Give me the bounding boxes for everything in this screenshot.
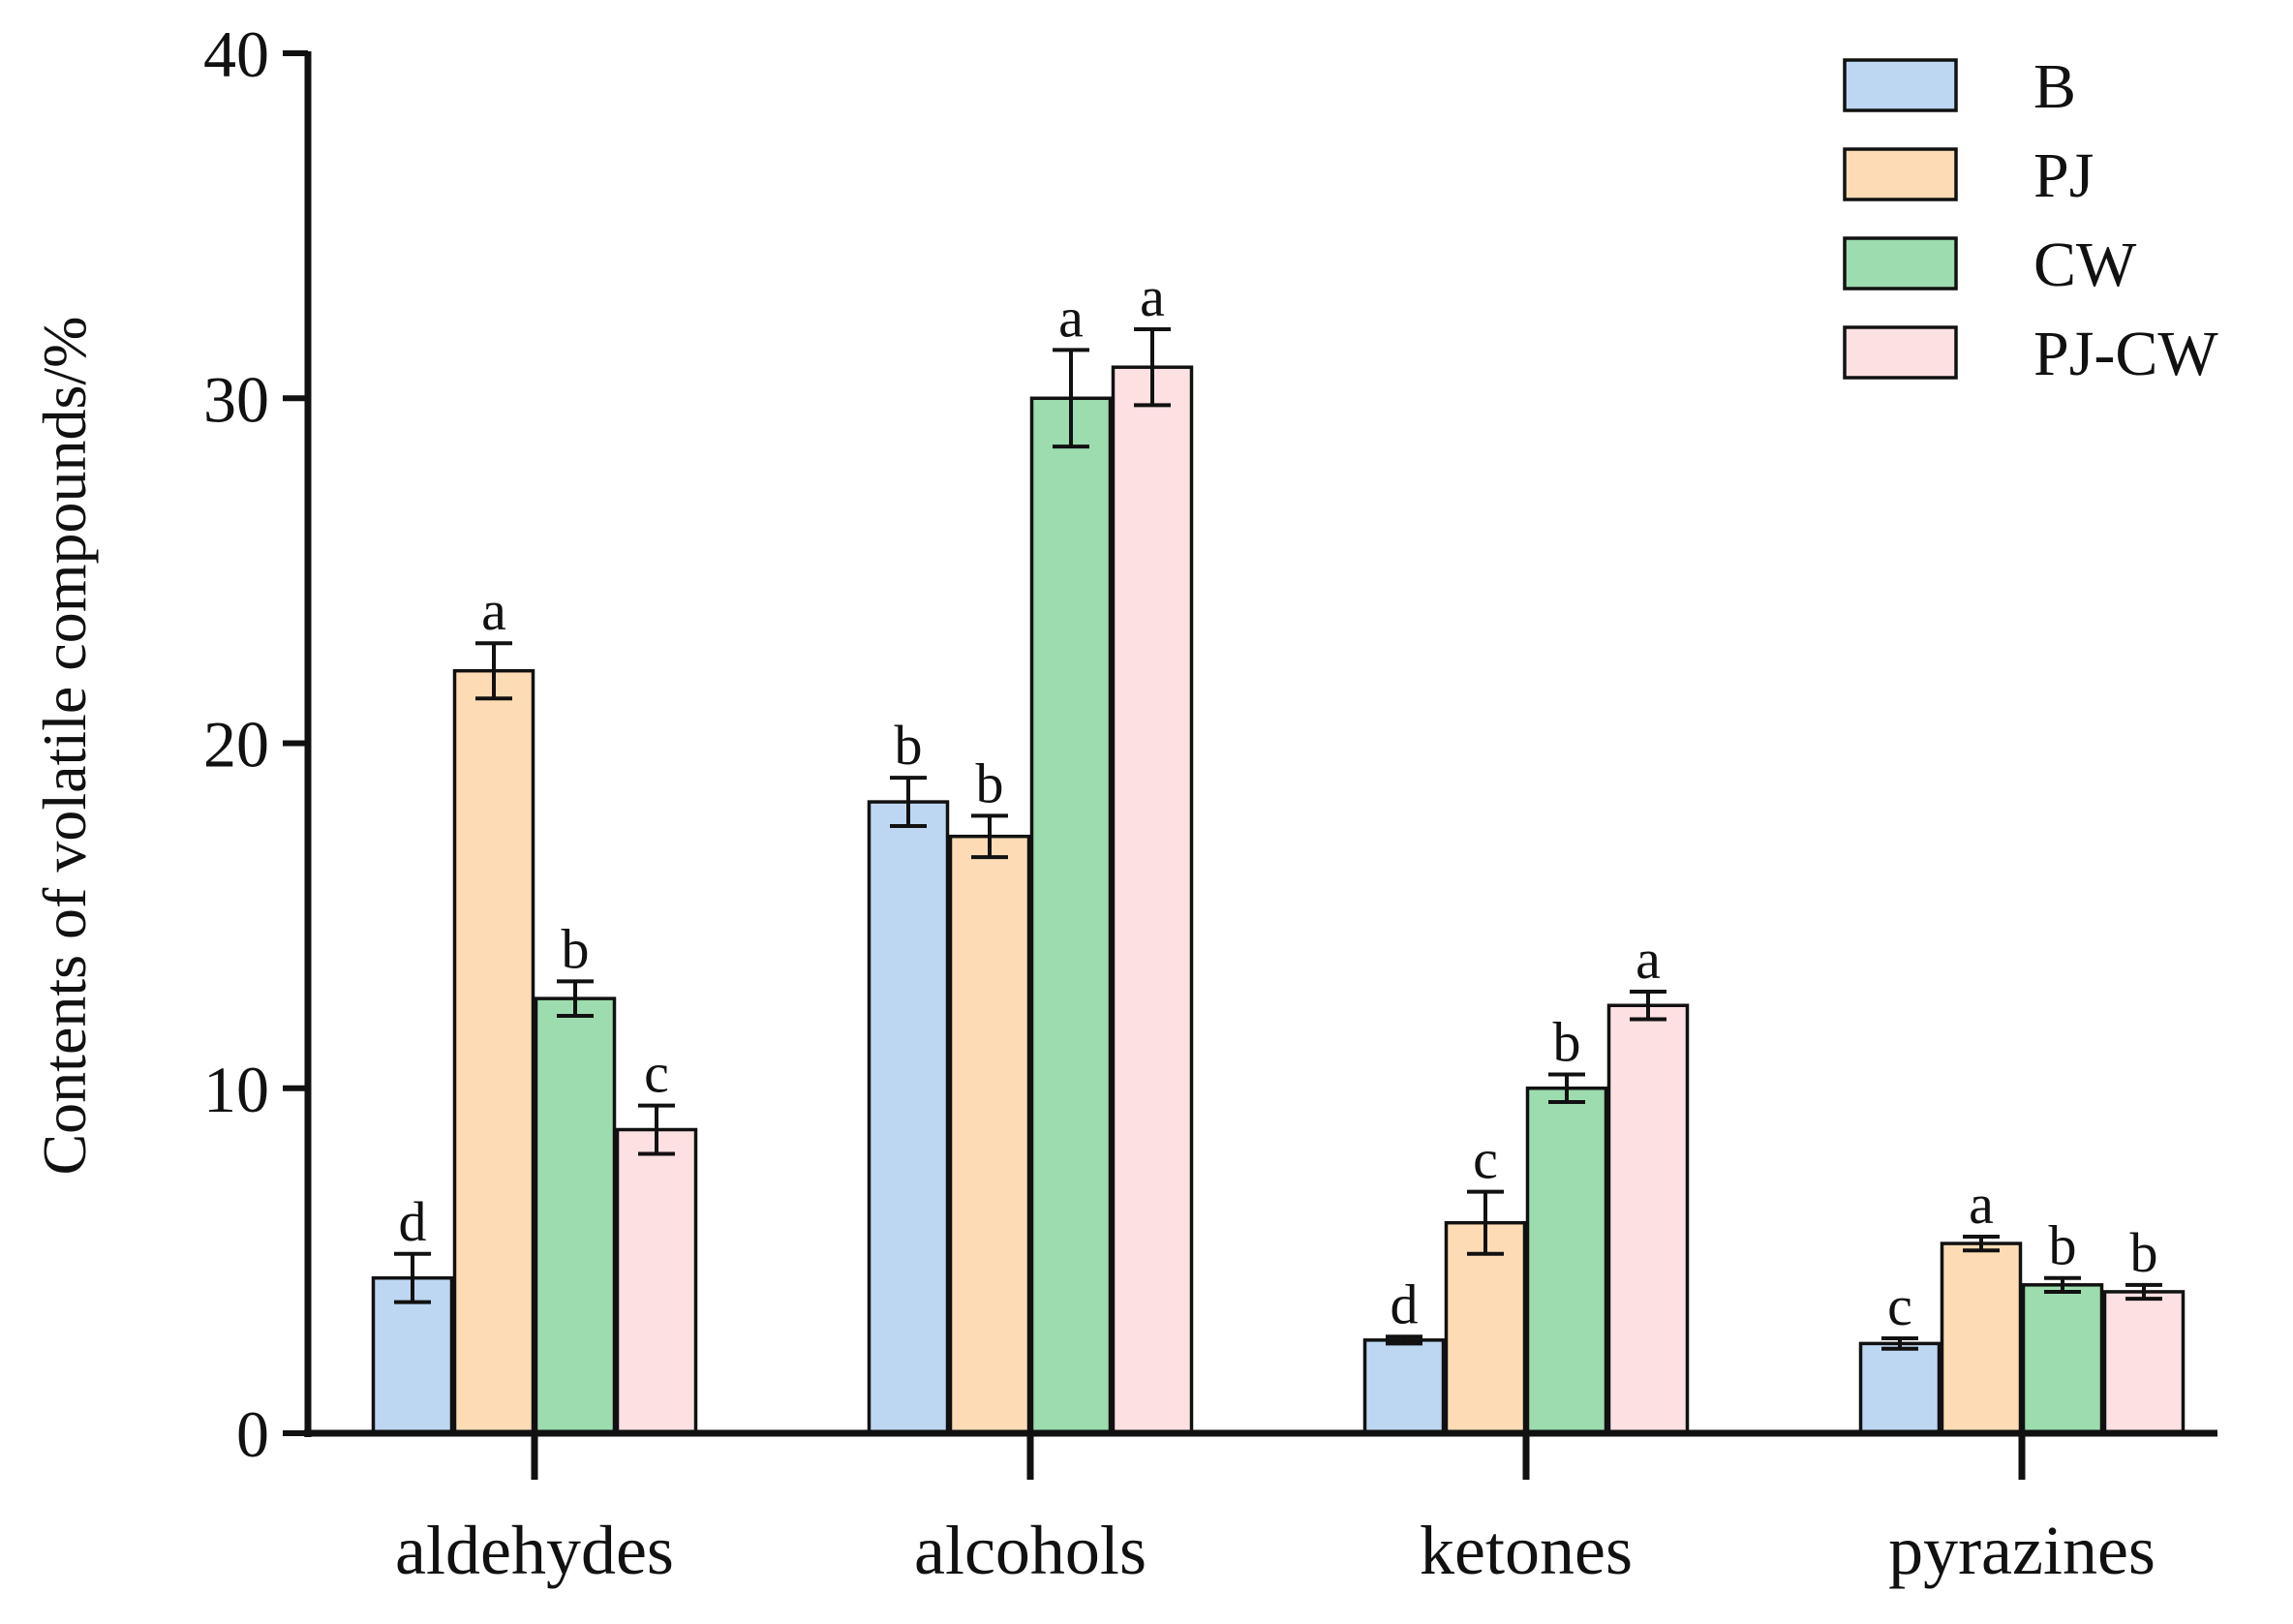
legend-swatch-cw xyxy=(1843,236,1958,291)
bar-pj-aldehydes xyxy=(452,668,535,1435)
bar-pj-pyrazines xyxy=(1940,1241,2023,1435)
x-category-label-aldehydes: aldehydes xyxy=(395,1512,674,1589)
y-tick-label-0: 0 xyxy=(236,1397,269,1471)
y-tick-label-40: 40 xyxy=(203,17,269,91)
significance-label-cw-aldehydes: b xyxy=(562,917,590,980)
bar-cw-aldehydes xyxy=(534,996,617,1435)
significance-label-b-ketones: d xyxy=(1391,1272,1419,1335)
legend-swatch-pj xyxy=(1843,147,1958,201)
legend-label-pj-cw: PJ-CW xyxy=(2033,319,2218,389)
bar-pj-cw-aldehydes xyxy=(615,1127,698,1435)
bar-pj-cw-alcohols xyxy=(1111,365,1194,1435)
significance-label-cw-ketones: b xyxy=(1553,1011,1581,1074)
significance-label-b-aldehydes: d xyxy=(399,1190,427,1253)
y-tick-label-30: 30 xyxy=(203,362,269,436)
bar-b-pyrazines xyxy=(1858,1341,1941,1435)
y-tick-label-20: 20 xyxy=(203,708,269,781)
significance-label-pj-cw-ketones: a xyxy=(1636,928,1661,991)
axes-layer: 0 10 20 30 40 aldehydes alcohols ketones pyrazin… xyxy=(203,17,2217,1589)
bar-pj-alcohols xyxy=(948,834,1031,1435)
legend-label-cw: CW xyxy=(2033,230,2137,300)
significance-label-cw-pyrazines: b xyxy=(2049,1214,2077,1277)
significance-label-pj-ketones: c xyxy=(1473,1128,1498,1191)
bar-b-alcohols xyxy=(867,800,950,1435)
bar-cw-ketones xyxy=(1525,1087,1608,1435)
bar-b-ketones xyxy=(1362,1338,1446,1435)
significance-label-pj-alcohols: b xyxy=(976,751,1004,814)
legend-label-pj: PJ xyxy=(2033,140,2094,211)
significance-label-pj-pyrazines: a xyxy=(1969,1173,1994,1236)
bar-cw-pyrazines xyxy=(2021,1283,2104,1435)
y-tick-label-10: 10 xyxy=(203,1053,269,1126)
significance-label-pj-aldehydes: a xyxy=(481,579,506,642)
y-axis-title: Contents of volatile compounds/% xyxy=(30,317,99,1176)
bar-pj-cw-ketones xyxy=(1606,1003,1690,1435)
bar-cw-alcohols xyxy=(1029,396,1113,1435)
significance-label-pj-cw-pyrazines: b xyxy=(2130,1221,2158,1284)
significance-label-pj-cw-aldehydes: c xyxy=(644,1042,669,1105)
significance-label-cw-alcohols: a xyxy=(1058,286,1084,349)
significance-label-b-pyrazines: c xyxy=(1887,1274,1912,1337)
x-category-label-pyrazines: pyrazines xyxy=(1888,1512,2155,1589)
legend-label-b: B xyxy=(2033,51,2076,122)
x-category-label-ketones: ketones xyxy=(1420,1512,1633,1589)
significance-label-b-alcohols: b xyxy=(895,714,923,777)
significance-label-pj-cw-alcohols: a xyxy=(1140,265,1165,328)
x-category-label-alcohols: alcohols xyxy=(914,1512,1146,1589)
bar-pj-cw-pyrazines xyxy=(2102,1290,2186,1435)
legend: B PJ CW PJ-CW xyxy=(1843,51,2218,389)
legend-swatch-pj-cw xyxy=(1843,325,1958,380)
legend-swatch-b xyxy=(1843,58,1958,112)
